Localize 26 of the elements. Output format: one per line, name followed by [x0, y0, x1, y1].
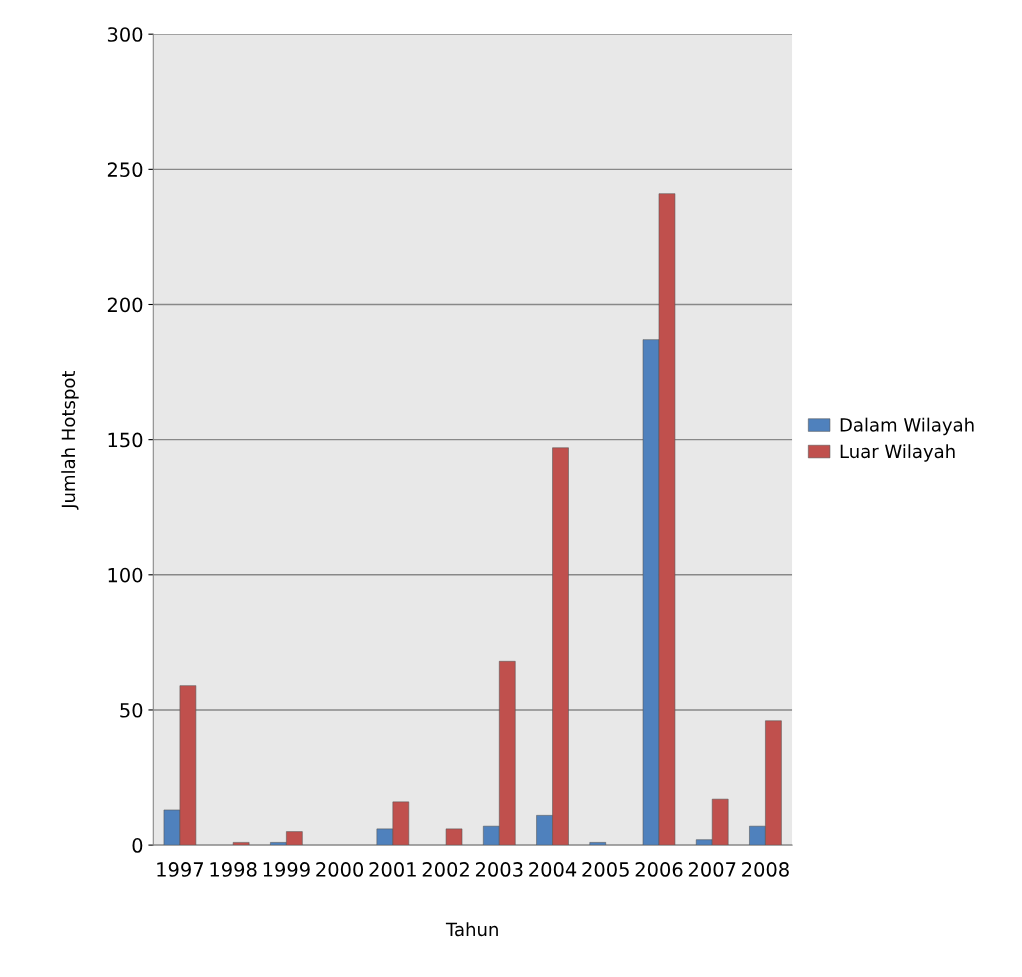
bar	[232, 842, 250, 846]
y-tick-label: 200	[107, 297, 143, 313]
x-tick-label: 1999	[263, 862, 310, 877]
x-tick-label: 2003	[475, 862, 523, 877]
x-tick-label: 2000	[316, 862, 364, 877]
x-axis-title: Tahun	[445, 922, 498, 937]
y-tick-label: 0	[132, 838, 143, 853]
x-tick-label: 2001	[369, 862, 416, 877]
y-tick-label: 250	[107, 162, 143, 178]
x-tick-label: 2004	[529, 862, 577, 877]
bar	[589, 842, 607, 846]
x-tick-label: 1998	[210, 862, 257, 877]
x-tick-label: 2006	[635, 862, 683, 877]
x-tick-label: 2007	[688, 862, 736, 877]
bar	[445, 828, 463, 846]
y-tick-label: 150	[108, 432, 143, 448]
x-tick-label: 1997	[157, 862, 203, 877]
legend-label: Luar Wilayah	[840, 444, 955, 462]
legend-label: Dalam Wilayah	[840, 417, 974, 436]
x-tick-label: 2005	[582, 862, 629, 877]
y-tick-label: 100	[108, 567, 143, 583]
x-tick-label: 2002	[422, 862, 469, 877]
y-tick-label: 300	[107, 27, 143, 42]
x-tick-label: 2008	[742, 862, 789, 877]
y-axis-title: Jumlah Hotspot	[61, 370, 79, 510]
y-tick-label: 50	[120, 702, 143, 718]
